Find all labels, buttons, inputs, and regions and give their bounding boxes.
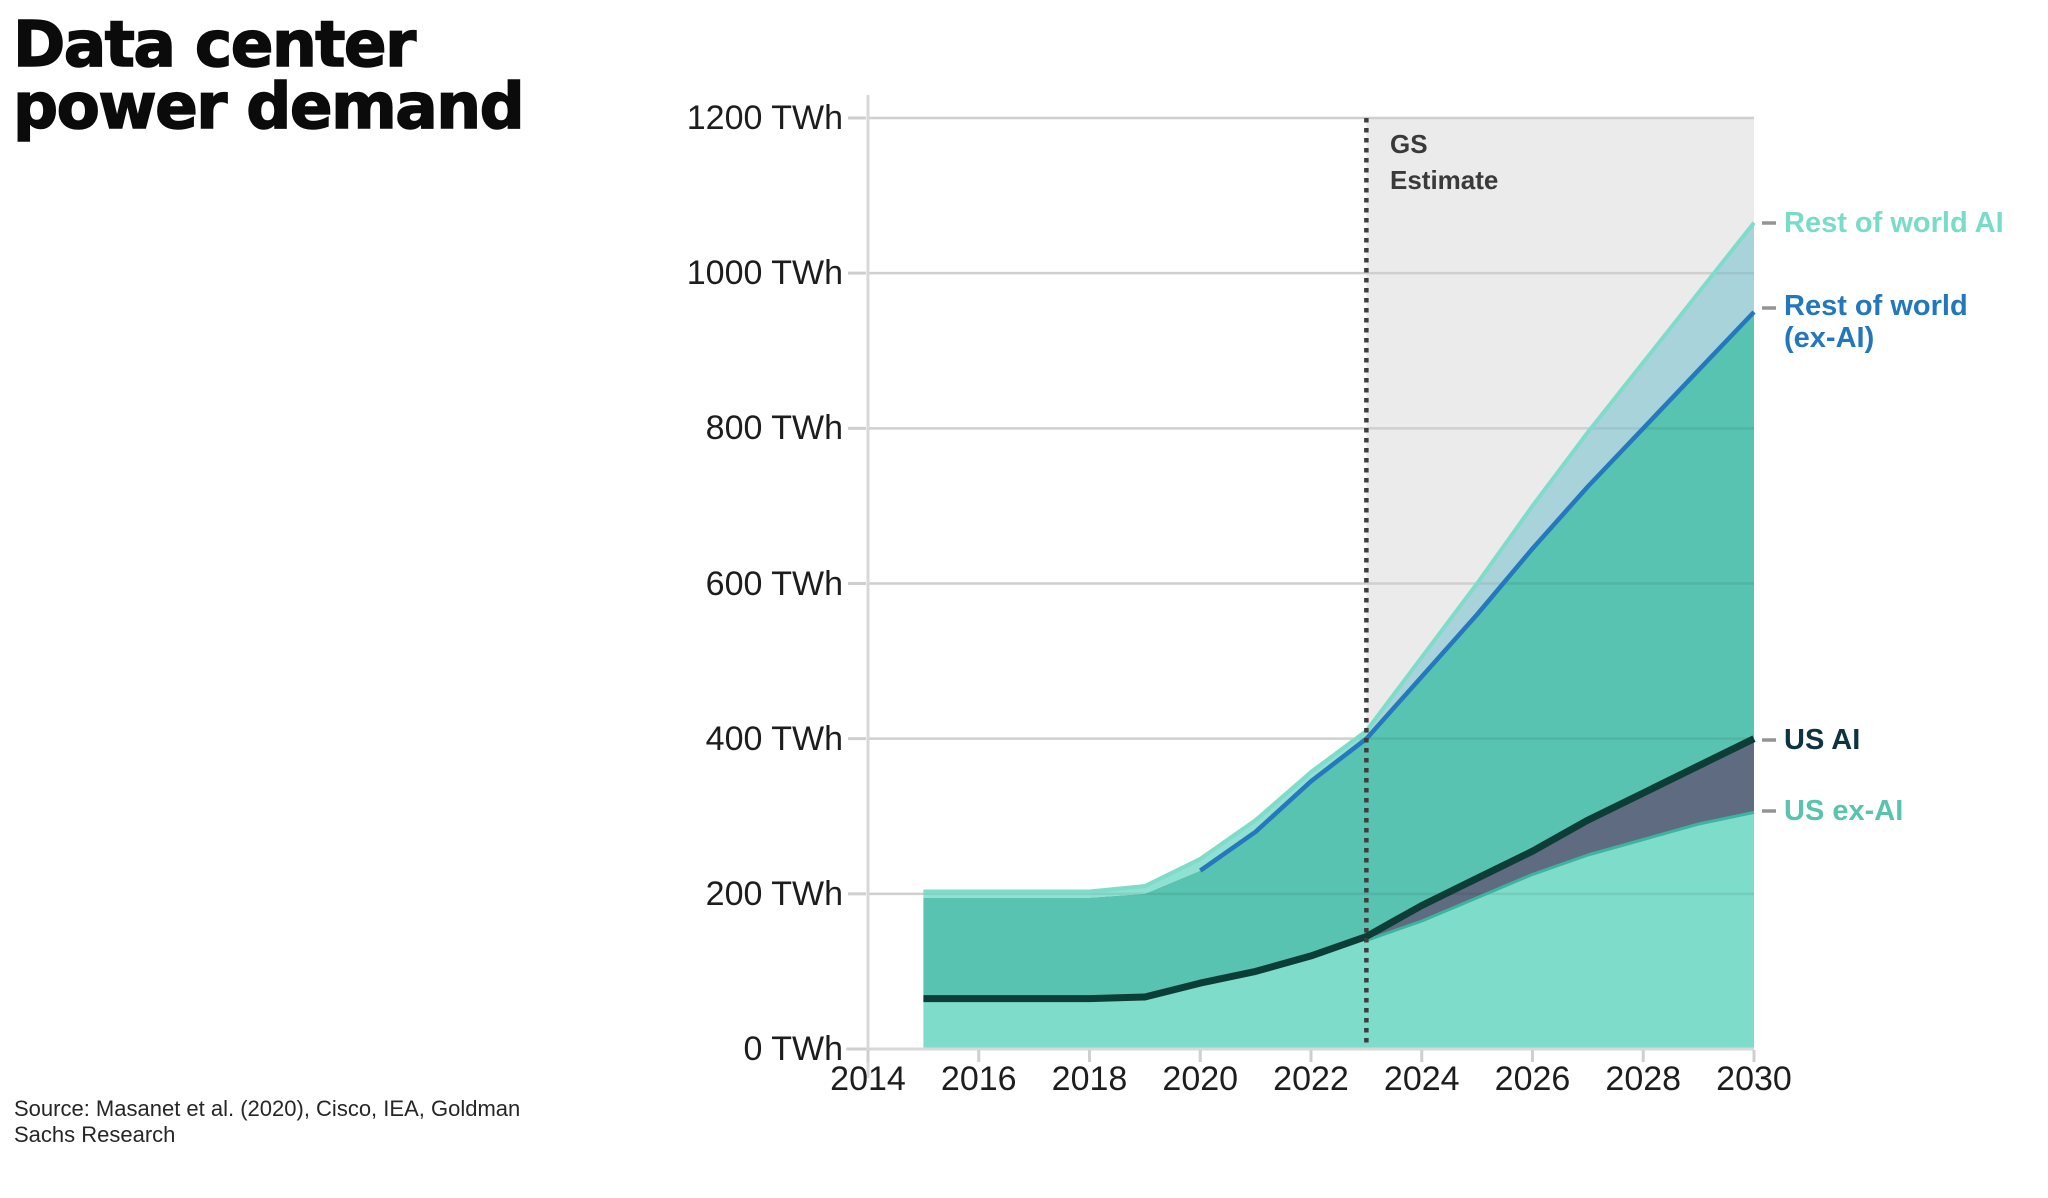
y-axis-label: 200 TWh [705,874,843,913]
us-ex-ai-line [1365,810,1755,942]
y-axis-label: 400 TWh [705,719,843,758]
y-axis-label: 800 TWh [705,409,843,448]
legend-label-us-ex-ai: US ex-AI [1784,795,1904,827]
y-axis-label: 1200 TWh [686,99,843,137]
x-axis-label: 2024 [1383,1060,1460,1098]
x-axis-label: 2014 [830,1060,906,1098]
y-axis-label: 0 TWh [743,1030,843,1068]
area-rest-of-world-ex-ai [923,312,1754,999]
area-us-ex-ai [923,812,1754,1049]
legend-label-rest-of-world-ai: Rest of world AI [1784,207,2004,239]
us-ai-line [923,735,1756,1003]
x-axis-label: 2028 [1605,1060,1682,1098]
legend-label-rest-of-world-ex-ai-: Rest of world (ex-AI) [1784,290,1968,354]
x-axis-label: 2018 [1051,1060,1128,1098]
page-title: Data center power demand [12,8,525,143]
y-axis-label: 600 TWh [705,564,843,603]
x-axis-label: 2016 [940,1060,1017,1098]
rest-of-world-ex-ai-line [1199,310,1756,873]
x-axis-label: 2030 [1716,1060,1792,1098]
y-axis-label: 1000 TWh [686,254,843,293]
x-axis-label: 2026 [1494,1060,1571,1098]
rest-of-world-ai-line [923,221,1756,894]
x-axis-label: 2020 [1162,1060,1239,1098]
x-axis-label: 2022 [1273,1060,1349,1098]
source-note: Source: Masanet et al. (2020), Cisco, IE… [14,1096,521,1147]
legend-label-us-ai: US AI [1784,724,1861,756]
area-rest-of-world-ai-forecast [1366,222,1754,739]
gs-estimate-annotation: GS Estimate [1390,129,1499,195]
